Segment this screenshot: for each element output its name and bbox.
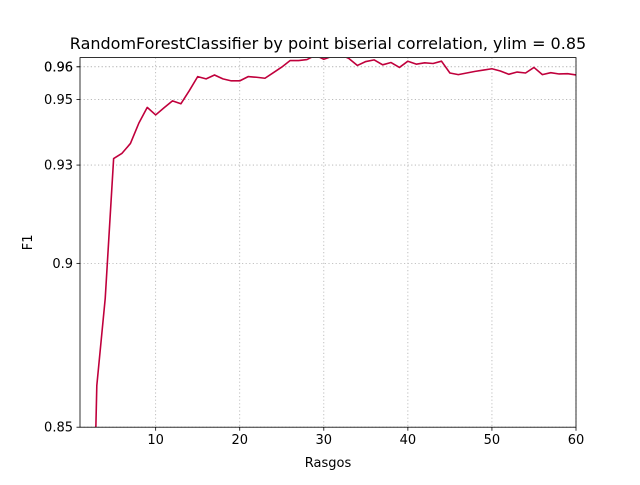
y-tick-label: 0.93	[44, 159, 73, 174]
y-tick-label: 0.96	[44, 60, 73, 75]
x-tick-label: 20	[231, 433, 248, 448]
x-tick-label: 60	[568, 433, 585, 448]
x-tick-label: 10	[147, 433, 164, 448]
y-tick-label: 0.95	[44, 93, 73, 108]
y-tick-label: 0.85	[44, 421, 73, 436]
y-axis-label: F1	[21, 235, 36, 251]
x-tick-label: 50	[484, 433, 501, 448]
x-tick-label: 40	[400, 433, 417, 448]
x-tick-label: 30	[316, 433, 333, 448]
chart-title: RandomForestClassifier by point biserial…	[70, 34, 586, 53]
x-axis-label: Rasgos	[305, 456, 352, 471]
y-tick-label: 0.9	[52, 257, 73, 272]
